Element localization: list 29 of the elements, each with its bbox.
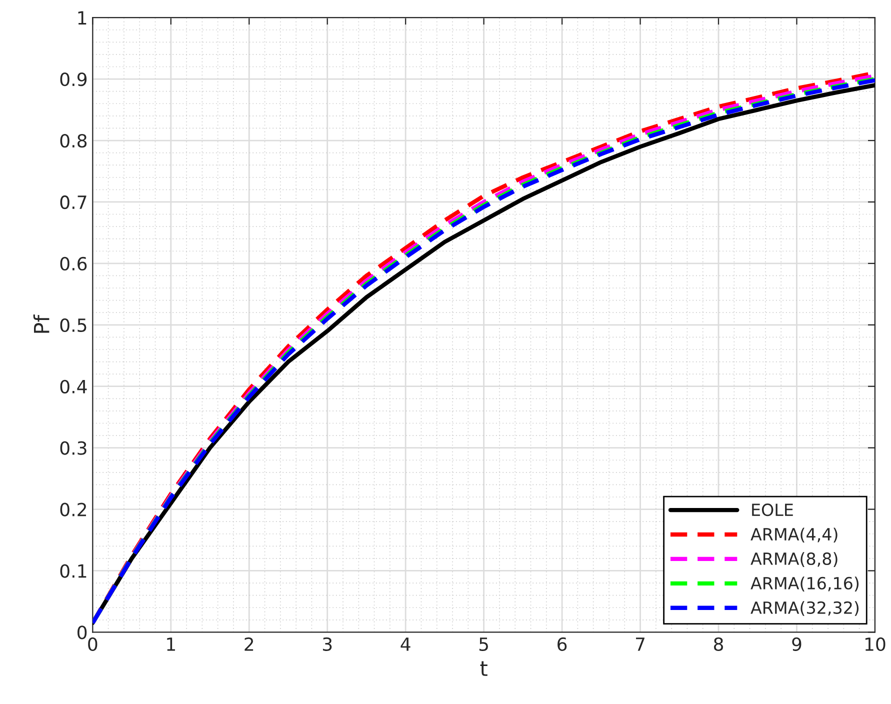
x-tick-label: 6 <box>558 637 567 652</box>
legend-label: ARMA(4,4) <box>750 528 838 543</box>
y-tick-label: 0.7 <box>60 195 86 210</box>
y-tick-label: 0.2 <box>60 502 86 516</box>
x-tick-label: 7 <box>636 638 644 651</box>
x-tick-label: 0 <box>88 637 98 652</box>
x-tick-label: 4 <box>400 638 410 651</box>
x-axis-title: t <box>480 661 488 676</box>
legend-label: ARMA(8,8) <box>750 552 838 567</box>
x-tick-label: 3 <box>322 637 332 652</box>
y-tick-label: 0.5 <box>60 318 86 332</box>
y-axis-title: Pf <box>33 314 50 333</box>
y-tick-label: 1 <box>78 11 86 24</box>
y-tick-label: 0.6 <box>60 256 87 271</box>
y-tick-label: 0 <box>78 626 87 640</box>
y-tick-label: 0.9 <box>60 72 87 86</box>
legend-label: ARMA(32,32) <box>750 601 859 616</box>
y-tick-label: 0.1 <box>60 564 86 578</box>
y-tick-label: 0.8 <box>60 134 87 148</box>
legend-label: EOLE <box>752 504 793 516</box>
y-tick-label: 0.4 <box>60 380 87 394</box>
x-tick-label: 9 <box>792 637 802 652</box>
x-tick-label: 8 <box>714 637 724 652</box>
x-tick-label: 10 <box>865 637 886 652</box>
x-tick-label: 2 <box>244 637 254 651</box>
y-tick-label: 0.3 <box>60 441 86 455</box>
x-tick-label: 1 <box>167 638 175 651</box>
legend-label: ARMA(16,16) <box>750 576 859 592</box>
x-tick-label: 5 <box>479 638 488 652</box>
